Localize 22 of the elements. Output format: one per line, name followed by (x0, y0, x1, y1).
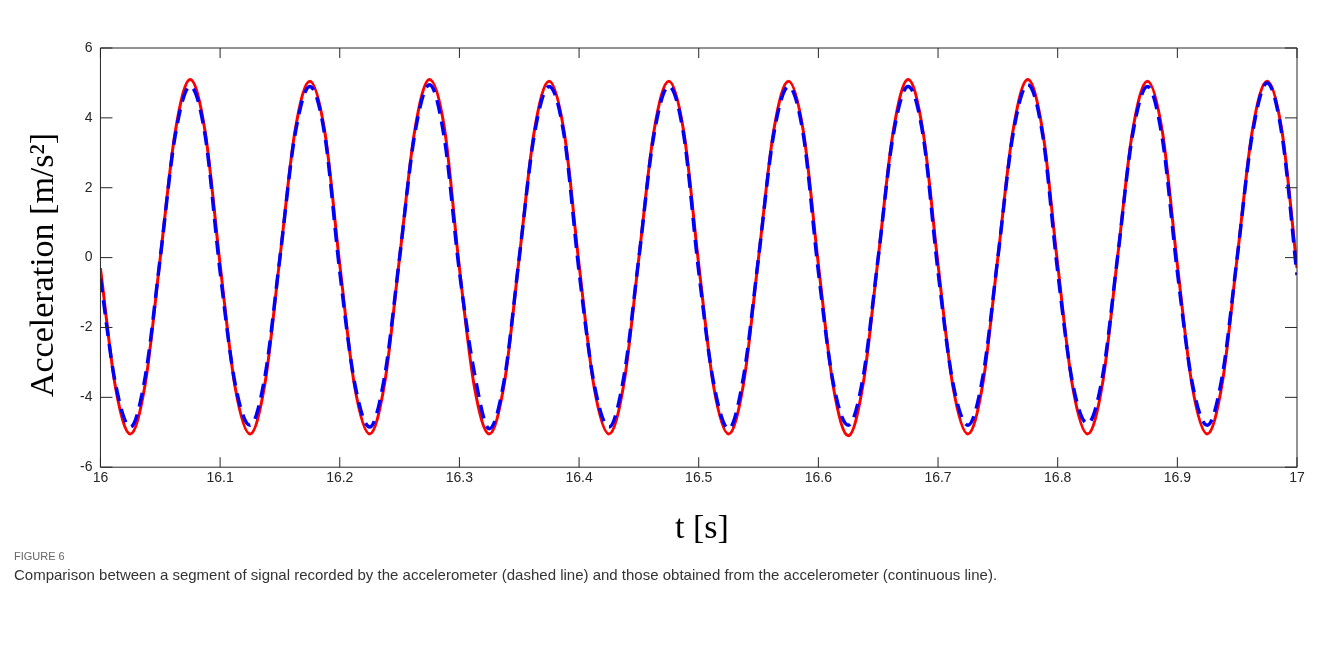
x-tick-label: 16.4 (565, 469, 593, 486)
x-tick-label: 17 (1289, 469, 1305, 486)
x-tick-label: 16.9 (1163, 469, 1192, 486)
x-tick-label: 16 (92, 469, 109, 486)
x-tick-label: 16.7 (924, 469, 952, 486)
x-tick-label: 16.3 (445, 469, 474, 486)
x-axis-title: t [s] (675, 508, 729, 546)
y-tick-label: -2 (80, 318, 93, 335)
x-tick-label: 16.1 (206, 469, 234, 486)
x-tick-label: 16.2 (326, 469, 354, 486)
y-tick-label: 0 (84, 248, 93, 265)
text: Comparison between a segment of signal recorded by the accelerometer (dashed line) and those obtained from the accelerometer (continuous line). (14, 566, 999, 583)
x-tick-label: 16.5 (685, 469, 713, 486)
x-tick-label: 16.6 (804, 469, 833, 486)
y-tick-label: -4 (80, 388, 93, 405)
x-tick-label: 16.8 (1044, 469, 1072, 486)
y-tick-label: 6 (84, 38, 93, 55)
y-tick-label: -6 (80, 458, 93, 475)
y-tick-label: 4 (84, 108, 93, 125)
caption: FIGURE 6 (14, 550, 66, 562)
y-axis-title: Acceleration [m/s²] (23, 132, 61, 398)
y-tick-label: 2 (84, 178, 93, 195)
